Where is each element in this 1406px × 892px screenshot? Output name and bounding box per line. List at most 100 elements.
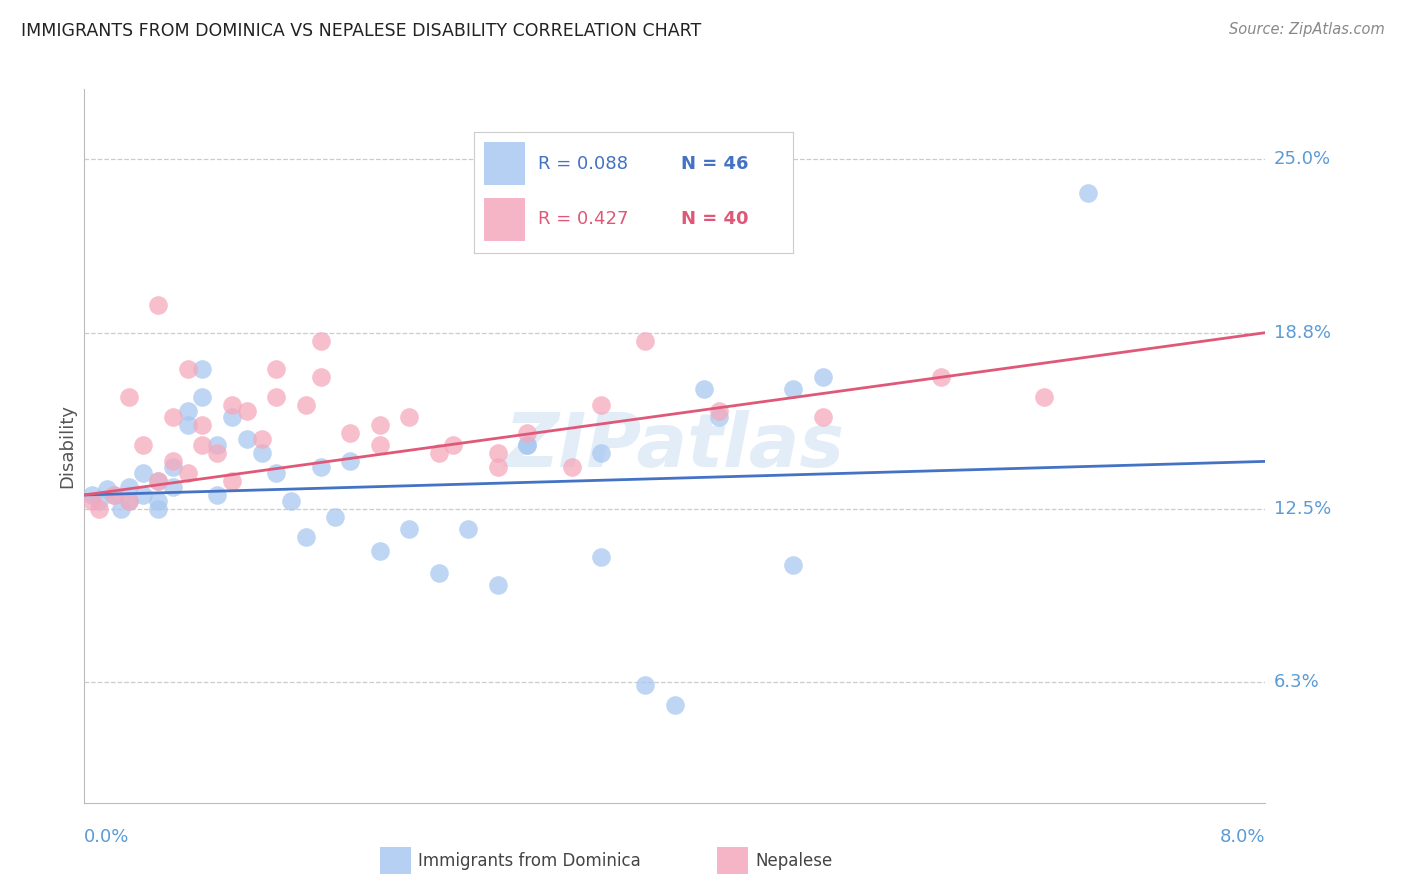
Point: [309, 370, 332, 384]
Point: [427, 566, 450, 581]
Point: [443, 437, 465, 451]
Point: [368, 544, 391, 558]
Y-axis label: Disability: Disability: [58, 404, 76, 488]
Point: [148, 474, 170, 488]
Point: [591, 446, 613, 460]
Point: [250, 446, 273, 460]
Point: [398, 522, 420, 536]
Point: [177, 404, 200, 418]
Point: [486, 577, 509, 591]
Point: [664, 698, 686, 712]
Point: [110, 502, 132, 516]
Point: [516, 437, 538, 451]
Text: 12.5%: 12.5%: [1274, 500, 1331, 518]
Point: [87, 493, 111, 508]
Point: [148, 493, 170, 508]
Point: [339, 454, 361, 468]
Point: [591, 399, 613, 413]
Text: N = 46: N = 46: [682, 154, 749, 172]
Point: [191, 437, 214, 451]
Text: 18.8%: 18.8%: [1274, 324, 1330, 342]
Point: [80, 493, 103, 508]
Text: 8.0%: 8.0%: [1220, 828, 1265, 846]
Bar: [484, 142, 524, 186]
Text: 6.3%: 6.3%: [1274, 673, 1319, 691]
Point: [221, 399, 243, 413]
Text: Nepalese: Nepalese: [755, 852, 832, 870]
Text: Immigrants from Dominica: Immigrants from Dominica: [418, 852, 640, 870]
Point: [323, 510, 347, 524]
Point: [560, 460, 583, 475]
Point: [132, 437, 155, 451]
Point: [368, 417, 391, 432]
Point: [250, 432, 273, 446]
Point: [191, 417, 214, 432]
Point: [929, 370, 952, 384]
Point: [339, 426, 361, 441]
Point: [177, 417, 200, 432]
Text: R = 0.088: R = 0.088: [538, 154, 628, 172]
Point: [221, 409, 243, 424]
Point: [148, 298, 170, 312]
Text: 25.0%: 25.0%: [1274, 150, 1331, 169]
Point: [1077, 186, 1099, 200]
Point: [118, 479, 141, 493]
Point: [162, 454, 184, 468]
Bar: [484, 197, 524, 241]
Point: [398, 409, 420, 424]
Point: [309, 334, 332, 348]
Point: [516, 437, 538, 451]
Point: [486, 446, 509, 460]
Point: [235, 404, 259, 418]
Point: [782, 558, 804, 572]
Text: 0.0%: 0.0%: [84, 828, 129, 846]
Point: [148, 474, 170, 488]
Point: [191, 390, 214, 404]
Point: [264, 362, 288, 376]
Point: [280, 493, 302, 508]
Point: [634, 334, 657, 348]
Point: [177, 362, 200, 376]
Text: Source: ZipAtlas.com: Source: ZipAtlas.com: [1229, 22, 1385, 37]
Point: [87, 502, 111, 516]
Text: N = 40: N = 40: [682, 211, 749, 228]
Point: [205, 488, 228, 502]
Text: R = 0.427: R = 0.427: [538, 211, 628, 228]
Point: [368, 437, 391, 451]
Point: [205, 446, 228, 460]
Point: [162, 409, 184, 424]
Point: [1032, 390, 1054, 404]
Point: [118, 493, 141, 508]
Point: [591, 549, 613, 564]
Point: [96, 483, 118, 497]
Point: [486, 460, 509, 475]
Point: [235, 432, 259, 446]
Point: [191, 362, 214, 376]
Point: [205, 437, 228, 451]
Point: [811, 409, 834, 424]
Point: [634, 678, 657, 692]
Text: ZIPatlas: ZIPatlas: [505, 409, 845, 483]
Point: [118, 493, 141, 508]
Point: [148, 502, 170, 516]
Point: [264, 390, 288, 404]
Point: [709, 409, 731, 424]
Point: [457, 522, 479, 536]
Point: [709, 404, 731, 418]
Point: [295, 399, 318, 413]
Point: [118, 390, 141, 404]
Point: [309, 460, 332, 475]
Point: [162, 460, 184, 475]
Point: [221, 474, 243, 488]
Point: [132, 488, 155, 502]
Point: [103, 488, 125, 502]
Point: [80, 488, 103, 502]
Point: [427, 446, 450, 460]
Point: [162, 479, 184, 493]
Point: [811, 370, 834, 384]
Text: IMMIGRANTS FROM DOMINICA VS NEPALESE DISABILITY CORRELATION CHART: IMMIGRANTS FROM DOMINICA VS NEPALESE DIS…: [21, 22, 702, 40]
Point: [693, 382, 716, 396]
Point: [782, 382, 804, 396]
Point: [177, 466, 200, 480]
Point: [295, 530, 318, 544]
